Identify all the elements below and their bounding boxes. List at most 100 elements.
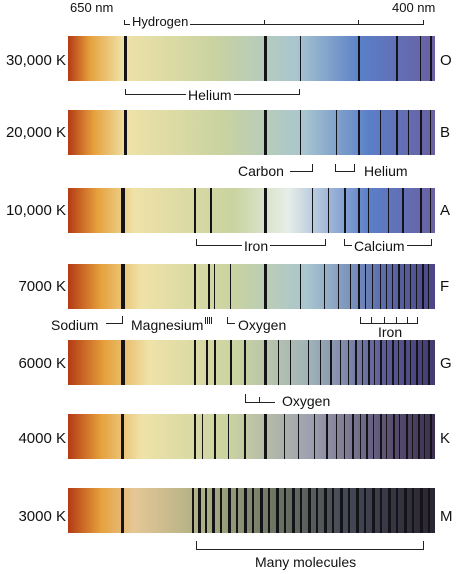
absorption-line bbox=[298, 414, 299, 459]
absorption-line bbox=[356, 488, 359, 533]
magnesium-tick bbox=[205, 317, 206, 324]
absorption-line bbox=[420, 188, 422, 233]
absorption-line bbox=[121, 264, 125, 309]
bracket-tick bbox=[259, 397, 260, 403]
absorption-line bbox=[380, 414, 382, 459]
absorption-line bbox=[386, 340, 387, 385]
bracket-tick bbox=[299, 89, 300, 95]
absorption-line bbox=[358, 188, 360, 233]
class-label-b: B bbox=[440, 124, 451, 141]
bracket-tick bbox=[344, 239, 345, 246]
absorption-line bbox=[320, 340, 321, 385]
bracket-tick bbox=[122, 316, 123, 324]
iron-f-bracket bbox=[360, 323, 418, 324]
molecules-bracket bbox=[196, 549, 424, 550]
absorption-line bbox=[428, 340, 430, 385]
absorption-line bbox=[365, 264, 366, 309]
absorption-line bbox=[121, 340, 125, 385]
absorption-line bbox=[330, 340, 332, 385]
absorption-line bbox=[284, 414, 285, 459]
absorption-line bbox=[194, 340, 196, 385]
absorption-line bbox=[212, 488, 215, 533]
scale-tick bbox=[358, 20, 359, 25]
scale-tick bbox=[264, 20, 265, 25]
absorption-line bbox=[372, 264, 373, 309]
scale-right-label: 400 nm bbox=[392, 0, 436, 15]
absorption-line bbox=[292, 488, 295, 533]
absorption-line bbox=[344, 414, 345, 459]
class-label-a: A bbox=[440, 202, 451, 219]
magnesium-tick bbox=[207, 317, 208, 324]
absorption-line bbox=[380, 340, 382, 385]
iron-a-label: Iron bbox=[242, 238, 271, 254]
absorption-line bbox=[368, 340, 370, 385]
class-label-m: M bbox=[440, 508, 453, 525]
absorption-line bbox=[424, 414, 425, 459]
absorption-line bbox=[300, 264, 301, 309]
absorption-line bbox=[314, 414, 315, 459]
absorption-line bbox=[121, 488, 124, 533]
bracket-tick bbox=[245, 394, 246, 403]
absorption-line bbox=[194, 188, 196, 233]
absorption-line bbox=[418, 414, 420, 459]
absorption-line bbox=[205, 488, 207, 533]
absorption-line bbox=[358, 264, 360, 309]
bracket-tick bbox=[354, 164, 355, 172]
absorption-line bbox=[362, 340, 363, 385]
absorption-line bbox=[264, 414, 267, 459]
absorption-line bbox=[368, 188, 369, 233]
absorption-line bbox=[230, 264, 231, 309]
absorption-line bbox=[422, 264, 424, 309]
absorption-line bbox=[324, 264, 325, 309]
helium-o-label: Helium bbox=[186, 87, 234, 103]
absorption-line bbox=[340, 488, 343, 533]
sodium-label: Sodium bbox=[49, 317, 101, 333]
oxygen-f-tick bbox=[227, 317, 228, 324]
absorption-line bbox=[416, 264, 417, 309]
absorption-line bbox=[192, 488, 194, 533]
carbon-bracket bbox=[290, 171, 313, 172]
absorption-line bbox=[430, 414, 432, 459]
absorption-line bbox=[244, 340, 246, 385]
magnesium-tick bbox=[209, 317, 210, 324]
scale-left-label: 650 nm bbox=[70, 0, 114, 15]
absorption-line bbox=[208, 264, 210, 309]
absorption-line bbox=[202, 414, 203, 459]
absorption-line bbox=[244, 488, 247, 533]
absorption-line bbox=[214, 264, 215, 309]
absorption-line bbox=[300, 110, 301, 155]
class-label-f: F bbox=[440, 278, 450, 295]
absorption-line bbox=[380, 264, 381, 309]
absorption-line bbox=[124, 36, 127, 81]
absorption-line bbox=[328, 188, 329, 233]
absorption-line bbox=[121, 414, 124, 459]
absorption-line bbox=[336, 110, 337, 155]
absorption-line bbox=[124, 110, 127, 155]
absorption-line bbox=[206, 340, 208, 385]
absorption-line bbox=[430, 110, 431, 155]
absorption-line bbox=[408, 110, 409, 155]
bracket-tick bbox=[407, 317, 408, 324]
bracket-tick bbox=[431, 239, 432, 246]
bracket-tick bbox=[335, 164, 336, 172]
absorption-line bbox=[260, 488, 263, 533]
absorption-line bbox=[278, 340, 279, 385]
absorption-line bbox=[380, 488, 382, 533]
bracket-tick bbox=[196, 541, 197, 550]
absorption-line bbox=[412, 488, 414, 533]
absorption-line bbox=[386, 264, 387, 309]
oxygen-g-label: Oxygen bbox=[280, 393, 333, 409]
absorption-line bbox=[412, 414, 413, 459]
class-label-k: K bbox=[440, 430, 451, 447]
absorption-line bbox=[392, 340, 394, 385]
absorption-line bbox=[372, 488, 375, 533]
helium-b-label: Helium bbox=[362, 163, 410, 179]
absorption-line bbox=[214, 340, 216, 385]
spectrum-strip-b bbox=[68, 110, 435, 155]
absorption-line bbox=[422, 340, 423, 385]
carbon-label: Carbon bbox=[236, 163, 286, 179]
absorption-line bbox=[392, 264, 393, 309]
absorption-line bbox=[404, 340, 406, 385]
hydrogen-label: Hydrogen bbox=[130, 14, 191, 30]
